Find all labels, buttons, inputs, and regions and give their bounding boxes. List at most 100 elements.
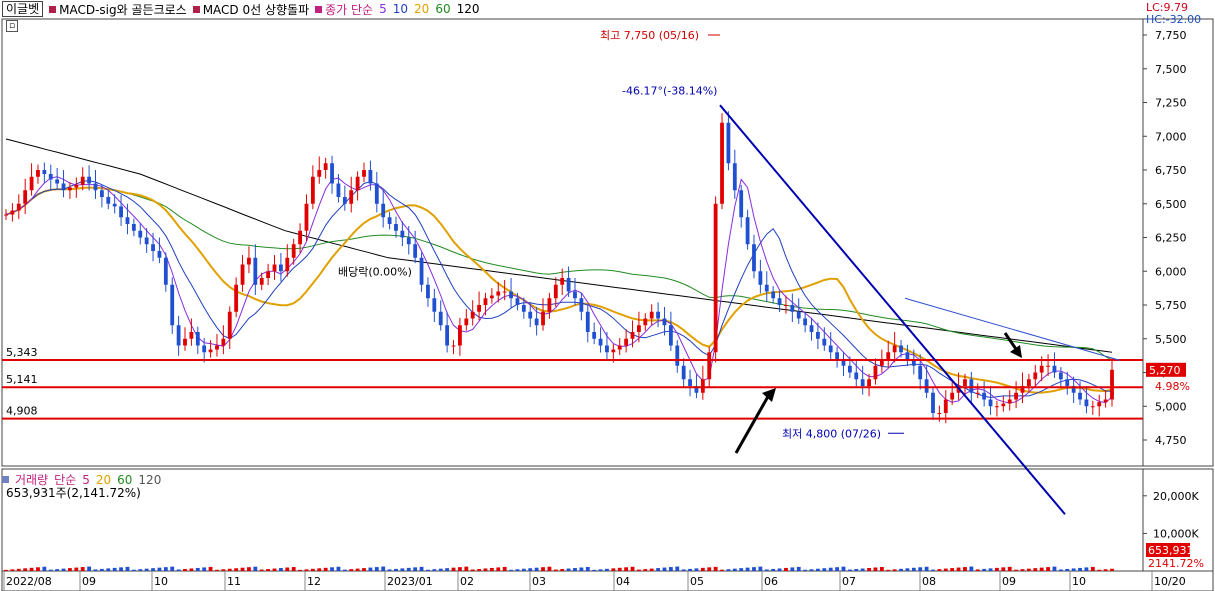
vol-ma-5[interactable]: 5 <box>82 472 90 487</box>
candle-body <box>579 298 584 312</box>
candle-body <box>157 251 162 258</box>
date-label: 05 <box>690 575 704 588</box>
volume-bar <box>80 567 85 571</box>
ma-10[interactable]: 10 <box>392 2 409 16</box>
volume-bar <box>816 568 820 571</box>
volume-bar <box>841 566 846 571</box>
indicator-macd-zero[interactable]: MACD 0선 상향돌파 <box>192 1 309 18</box>
low-annotation: 최저 4,800 (07/26) <box>782 427 881 440</box>
candle-body <box>170 284 175 326</box>
candle-body <box>700 379 705 393</box>
candle-body <box>847 365 852 373</box>
volume-bar <box>560 569 565 571</box>
ma-120[interactable]: 120 <box>456 2 480 16</box>
volume-bar <box>215 569 219 571</box>
candle-body <box>1071 386 1076 393</box>
volume-bar <box>4 569 8 571</box>
date-label: 08 <box>922 575 936 588</box>
vol-ma-60[interactable]: 60 <box>117 472 133 487</box>
candle-body <box>138 230 143 238</box>
volume-bar <box>771 568 776 571</box>
volume-title[interactable]: 거래량 <box>15 473 49 487</box>
volume-bar <box>426 569 430 571</box>
ma60-line <box>5 187 1113 361</box>
volume-bar <box>931 569 935 571</box>
angle-annotation: -46.17°(-38.14%) <box>622 85 717 98</box>
candle-body <box>451 345 456 347</box>
candle-body <box>291 244 296 258</box>
candle-body <box>643 318 648 326</box>
date-label: 03 <box>532 575 546 588</box>
volume-bar <box>1052 566 1057 571</box>
date-label: 10 <box>1072 575 1086 588</box>
ma-20[interactable]: 20 <box>414 2 430 16</box>
ma-60[interactable]: 60 <box>435 2 451 16</box>
vol-ma-20[interactable]: 20 <box>95 472 112 487</box>
chart-checkbox[interactable]: ▫ <box>6 20 18 32</box>
volume-bar <box>886 569 891 571</box>
candle-body <box>1090 406 1095 408</box>
volume-bar <box>982 568 987 571</box>
candle-body <box>752 244 756 272</box>
candle-body <box>911 359 916 366</box>
volume-bar <box>803 569 808 571</box>
candle-body <box>835 352 840 359</box>
volume-tick-label: 10,000K <box>1153 527 1199 540</box>
price-tick-label: 7,500 <box>1155 63 1187 76</box>
volume-bar <box>99 568 104 571</box>
candle-body <box>605 345 609 353</box>
candle-body <box>816 332 820 339</box>
volume-bar <box>419 566 424 571</box>
volume-bar <box>253 566 258 571</box>
candle-body <box>688 379 692 386</box>
candle-body <box>48 174 53 180</box>
volume-bar <box>285 567 290 571</box>
candle-body <box>80 176 85 185</box>
volume-bar <box>720 569 724 571</box>
volume-bar <box>822 568 827 571</box>
candle-body <box>74 184 79 188</box>
stock-name[interactable]: 이글벳 <box>2 1 44 17</box>
ma-5[interactable]: 5 <box>379 2 387 16</box>
date-label: 06 <box>764 575 778 588</box>
candle-body <box>873 365 878 380</box>
volume-bar <box>489 567 494 571</box>
candle-body <box>553 284 558 299</box>
candle-body <box>336 183 341 197</box>
candle-body <box>381 203 386 218</box>
volume-bar <box>496 567 501 571</box>
volume-bar <box>668 567 673 571</box>
date-label: 07 <box>842 575 856 588</box>
candle-body <box>515 298 520 305</box>
candle-body <box>342 197 347 204</box>
volume-bar <box>592 569 597 571</box>
volume-bar <box>208 566 213 571</box>
indicator-macd-sig[interactable]: MACD-sig와 골든크로스 <box>49 1 187 18</box>
volume-bar <box>879 566 884 571</box>
candle-body <box>131 224 136 231</box>
volume-bar <box>1046 567 1050 571</box>
volume-bar <box>342 569 347 571</box>
candle-body <box>905 352 910 359</box>
volume-bar <box>528 568 533 571</box>
date-label: 10/20 <box>1154 575 1186 588</box>
vol-ma-120[interactable]: 120 <box>138 472 162 487</box>
candle-body <box>886 352 891 359</box>
indicator-close-sma[interactable]: 종가 단순 <box>315 1 373 18</box>
last-volume-label: 653,931 <box>1148 544 1194 557</box>
ex-dividend-annotation: 배당락(0.00%) <box>338 265 412 278</box>
ma5-line <box>5 176 1113 404</box>
date-label: 09 <box>82 575 96 588</box>
candle-body <box>1097 402 1102 407</box>
candle-body <box>464 318 469 326</box>
volume-bar <box>1097 569 1102 571</box>
volume-bar <box>1090 566 1095 571</box>
volume-type[interactable]: 단순 <box>54 473 77 487</box>
volume-bar <box>509 569 513 571</box>
volume-tick-label: 20,000K <box>1153 490 1199 503</box>
candle-body <box>1026 379 1031 386</box>
volume-bar <box>854 569 859 571</box>
candle-body <box>445 325 450 346</box>
candle-body <box>995 406 999 408</box>
